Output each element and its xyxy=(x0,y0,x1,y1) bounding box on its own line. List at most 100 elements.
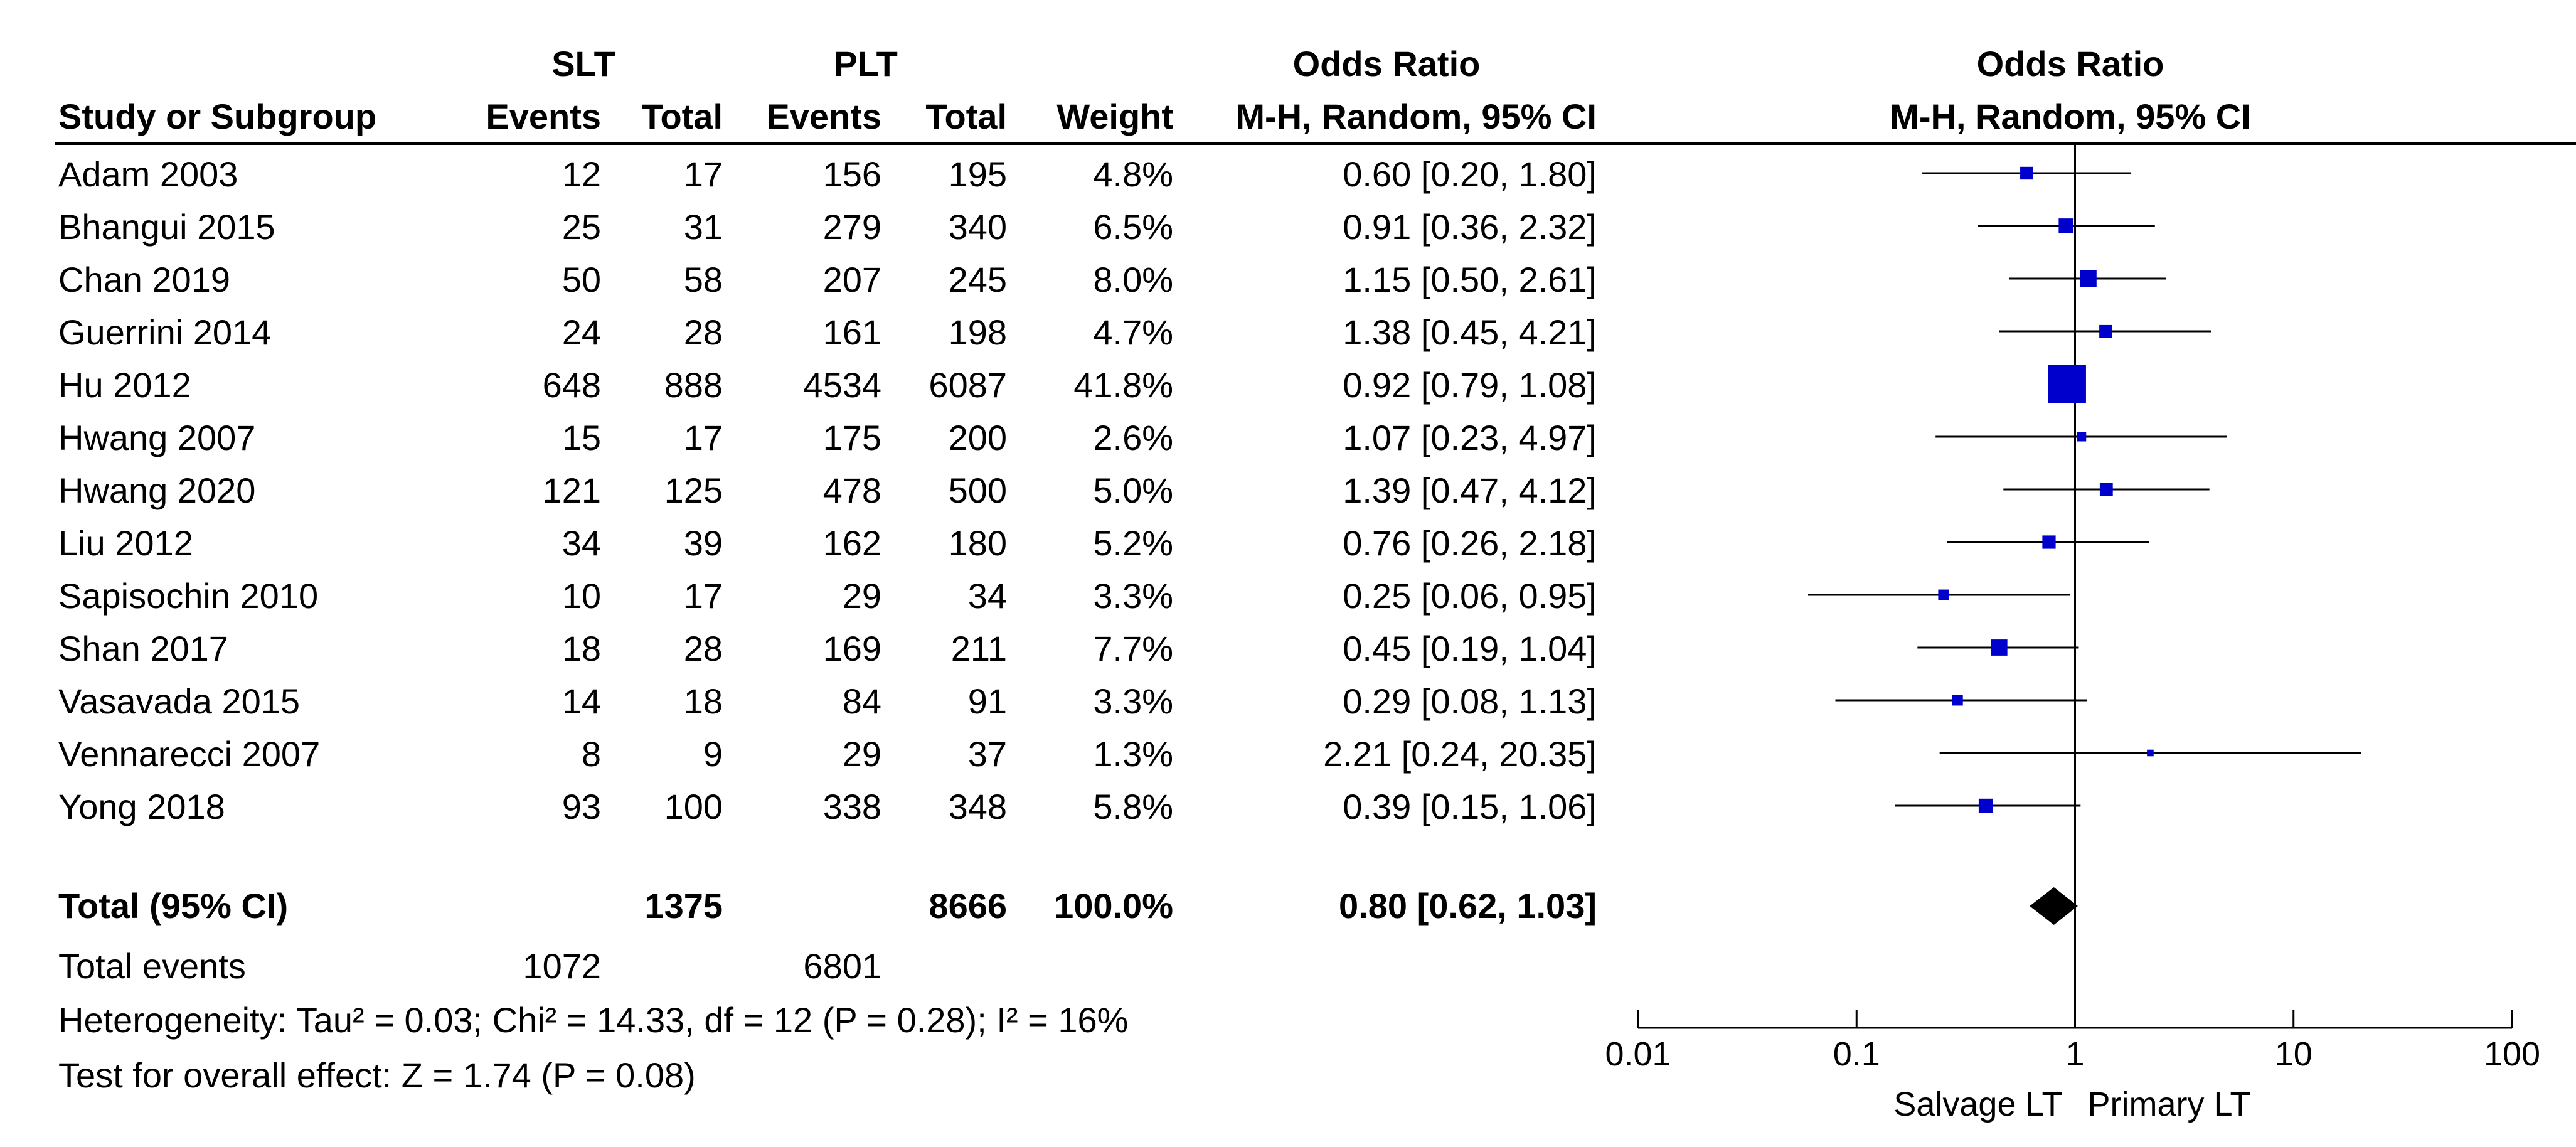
col-study-header: Study or Subgroup xyxy=(58,97,377,136)
col-total2-header: Total xyxy=(925,97,1007,136)
study-ci: 1.39 [0.47, 4.12] xyxy=(1343,471,1597,510)
total-row-ci: 0.80 [0.62, 1.03] xyxy=(1339,886,1597,926)
study-total2: 348 xyxy=(948,787,1007,826)
study-ci: 0.60 [0.20, 1.80] xyxy=(1343,154,1597,194)
total-row-total2: 8666 xyxy=(929,886,1007,926)
study-events2: 175 xyxy=(822,418,881,457)
study-events2: 338 xyxy=(822,787,881,826)
plot-title: Odds Ratio xyxy=(1976,44,2164,83)
study-events1: 12 xyxy=(562,154,601,194)
study-name: Bhangui 2015 xyxy=(58,207,275,247)
study-weight: 6.5% xyxy=(1093,207,1173,247)
study-total1: 100 xyxy=(664,787,723,826)
x-tick-label: 10 xyxy=(2275,1035,2313,1073)
study-total2: 245 xyxy=(948,260,1007,299)
study-events2: 161 xyxy=(822,312,881,352)
x-tick-label: 0.1 xyxy=(1833,1035,1880,1073)
study-point-marker xyxy=(2020,166,2033,180)
study-total2: 34 xyxy=(967,576,1007,616)
study-weight: 41.8% xyxy=(1073,365,1173,405)
study-name: Hwang 2007 xyxy=(58,418,256,457)
study-weight: 4.8% xyxy=(1093,154,1173,194)
study-ci: 0.45 [0.19, 1.04] xyxy=(1343,629,1597,668)
total-events2: 6801 xyxy=(803,946,881,986)
x-tick-label: 1 xyxy=(2065,1035,2084,1073)
col-events2-header: Events xyxy=(766,97,881,136)
study-ci: 2.21 [0.24, 20.35] xyxy=(1323,734,1597,774)
study-total2: 200 xyxy=(948,418,1007,457)
study-ci: 0.91 [0.36, 2.32] xyxy=(1343,207,1597,247)
study-events2: 279 xyxy=(822,207,881,247)
study-events2: 29 xyxy=(842,734,881,774)
study-events1: 18 xyxy=(562,629,601,668)
study-point-marker xyxy=(1938,589,1949,600)
study-point-marker xyxy=(1952,695,1963,706)
study-ci: 0.29 [0.08, 1.13] xyxy=(1343,681,1597,721)
study-weight: 5.8% xyxy=(1093,787,1173,826)
study-total2: 195 xyxy=(948,154,1007,194)
study-total1: 125 xyxy=(664,471,723,510)
study-ci: 0.92 [0.79, 1.08] xyxy=(1343,365,1597,405)
study-point-marker xyxy=(1978,798,1993,813)
study-point-marker xyxy=(2042,535,2056,549)
study-total1: 9 xyxy=(703,734,723,774)
study-events2: 162 xyxy=(822,523,881,563)
study-total2: 91 xyxy=(967,681,1007,721)
x-tick-label: 100 xyxy=(2484,1035,2540,1073)
study-total1: 28 xyxy=(683,629,723,668)
study-weight: 3.3% xyxy=(1093,681,1173,721)
group1-header: SLT xyxy=(551,44,615,83)
overall-effect-text: Test for overall effect: Z = 1.74 (P = 0… xyxy=(58,1055,696,1095)
heterogeneity-text: Heterogeneity: Tau² = 0.03; Chi² = 14.33… xyxy=(58,1000,1129,1040)
x-tick-label: 0.01 xyxy=(1605,1035,1671,1073)
study-point-marker xyxy=(1991,639,2008,656)
study-events1: 50 xyxy=(562,260,601,299)
study-ci: 1.38 [0.45, 4.21] xyxy=(1343,312,1597,352)
total-events1: 1072 xyxy=(523,946,601,986)
study-events2: 478 xyxy=(822,471,881,510)
total-row-total1: 1375 xyxy=(644,886,723,926)
study-weight: 5.2% xyxy=(1093,523,1173,563)
study-point-marker xyxy=(2080,270,2097,287)
study-total2: 198 xyxy=(948,312,1007,352)
study-total1: 58 xyxy=(683,260,723,299)
study-weight: 5.0% xyxy=(1093,471,1173,510)
study-events1: 34 xyxy=(562,523,601,563)
study-name: Guerrini 2014 xyxy=(58,312,272,352)
study-total2: 180 xyxy=(948,523,1007,563)
study-events1: 15 xyxy=(562,418,601,457)
study-total2: 500 xyxy=(948,471,1007,510)
study-events1: 25 xyxy=(562,207,601,247)
study-name: Hwang 2020 xyxy=(58,471,256,510)
study-total2: 37 xyxy=(967,734,1007,774)
study-total2: 211 xyxy=(950,629,1007,668)
study-weight: 8.0% xyxy=(1093,260,1173,299)
or-table-title: Odds Ratio xyxy=(1292,44,1481,83)
study-name: Adam 2003 xyxy=(58,154,238,194)
group2-header: PLT xyxy=(834,44,898,83)
study-point-marker xyxy=(2058,218,2074,233)
study-weight: 4.7% xyxy=(1093,312,1173,352)
study-name: Vennarecci 2007 xyxy=(58,734,321,774)
favours-left-label: Salvage LT xyxy=(1893,1086,2062,1123)
plot-method-header: M-H, Random, 95% CI xyxy=(1890,97,2251,136)
study-point-marker xyxy=(2099,324,2112,338)
study-name: Yong 2018 xyxy=(58,787,225,826)
study-name: Hu 2012 xyxy=(58,365,191,405)
study-weight: 3.3% xyxy=(1093,576,1173,616)
favours-right-label: Primary LT xyxy=(2088,1086,2251,1123)
study-events1: 24 xyxy=(562,312,601,352)
study-ci: 1.15 [0.50, 2.61] xyxy=(1343,260,1597,299)
study-total1: 17 xyxy=(683,154,723,194)
study-point-marker xyxy=(2077,432,2087,442)
study-weight: 1.3% xyxy=(1093,734,1173,774)
study-name: Vasavada 2015 xyxy=(58,681,301,721)
pooled-diamond xyxy=(2030,887,2078,925)
study-name: Sapisochin 2010 xyxy=(58,576,319,616)
study-total1: 888 xyxy=(664,365,723,405)
col-events1-header: Events xyxy=(486,97,601,136)
total-events-label: Total events xyxy=(58,946,246,986)
study-total2: 6087 xyxy=(929,365,1007,405)
total-row-label: Total (95% CI) xyxy=(58,886,289,926)
